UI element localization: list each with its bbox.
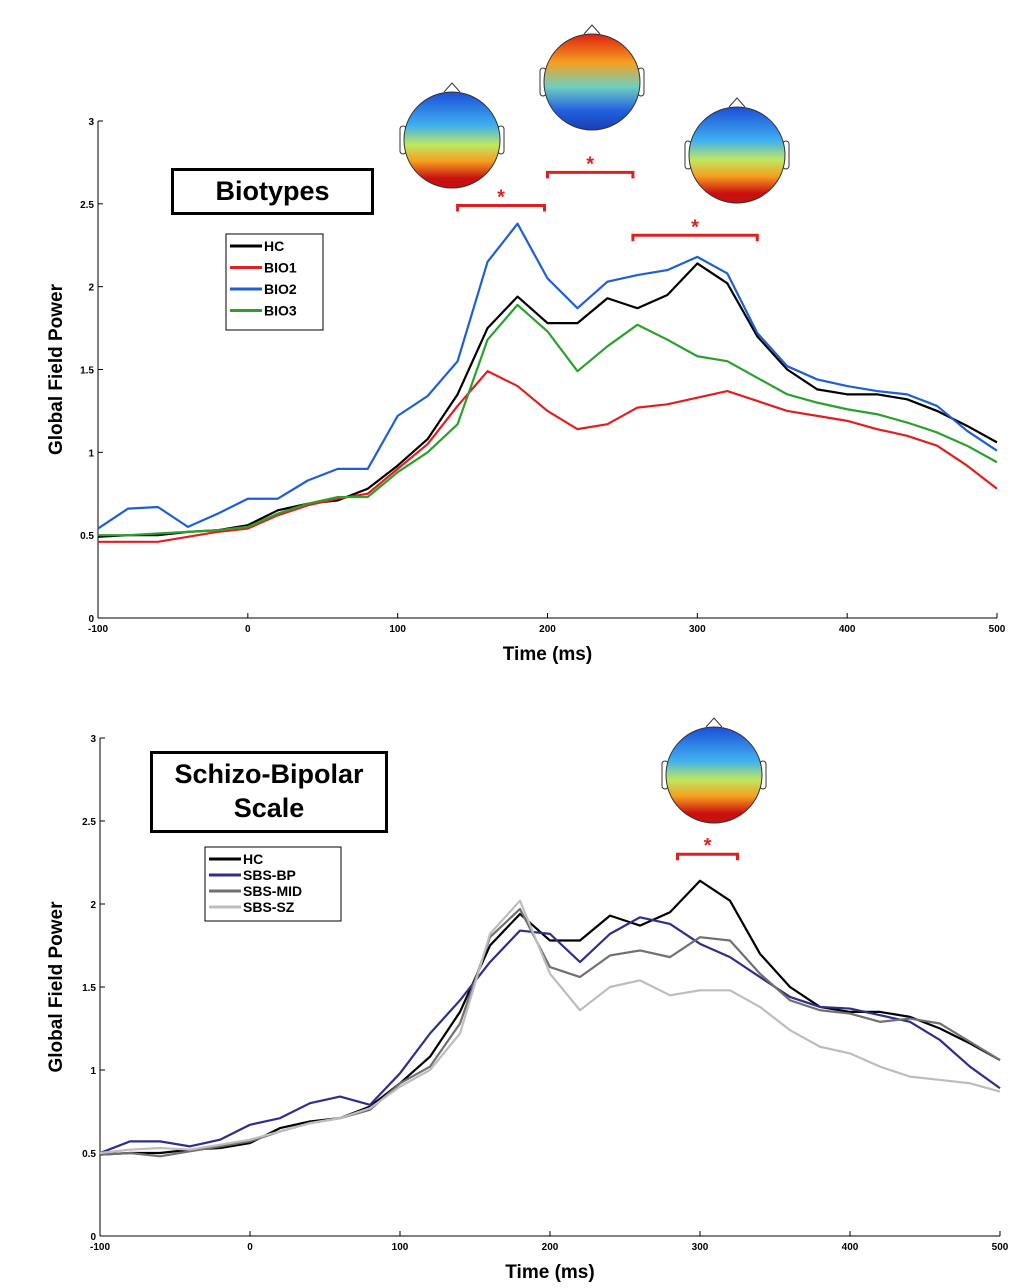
legend-label: SBS-BP (243, 867, 296, 883)
y-tick-label: 2.5 (82, 817, 96, 828)
significance-star: * (497, 186, 505, 208)
x-tick-label: 200 (539, 624, 556, 635)
series-line (97, 222, 998, 530)
x-axis-label: Time (ms) (505, 1262, 594, 1283)
significance-star: * (704, 835, 712, 857)
y-tick-label: 3 (90, 734, 96, 745)
y-tick-label: 1.5 (80, 366, 94, 377)
x-tick-label: 400 (839, 624, 856, 635)
significance-star: * (586, 153, 594, 175)
y-tick-label: 0.5 (80, 531, 94, 542)
y-tick-label: 0 (88, 614, 94, 625)
x-tick-label: 300 (689, 624, 706, 635)
series-line (99, 907, 1001, 1158)
significance-star: * (691, 216, 699, 238)
series-line (99, 899, 1001, 1155)
y-tick-label: 1.5 (82, 983, 96, 994)
topomap (539, 24, 645, 131)
x-tick-label: 500 (989, 624, 1006, 635)
series-line (99, 879, 1001, 1156)
x-tick-label: -100 (88, 624, 108, 635)
series-line (97, 262, 998, 538)
topomap (399, 82, 505, 189)
legend-label: HC (243, 851, 263, 867)
legend-label: SBS-MID (243, 883, 302, 899)
x-tick-label: 300 (692, 1242, 709, 1253)
series-line (99, 916, 1001, 1155)
legend-label: BIO3 (264, 303, 297, 319)
legend-label: HC (264, 238, 284, 254)
series-line (98, 370, 998, 543)
legend-label: BIO1 (264, 260, 297, 276)
x-tick-label: 100 (389, 624, 406, 635)
significance-bracket (631, 233, 759, 242)
y-axis-label: Global Field Power (46, 283, 67, 455)
y-tick-label: 1 (90, 1066, 96, 1077)
x-tick-label: 400 (842, 1242, 859, 1253)
x-tick-label: 100 (392, 1242, 409, 1253)
topomap (661, 717, 767, 824)
x-tick-label: 0 (247, 1242, 253, 1253)
y-tick-label: 2 (90, 900, 96, 911)
y-tick-label: 3 (88, 117, 94, 128)
significance-bracket (456, 203, 547, 212)
series-line (98, 303, 998, 537)
y-tick-label: 0 (90, 1232, 96, 1243)
x-tick-label: -100 (90, 1242, 110, 1253)
chart-title: Biotypes (171, 168, 374, 215)
y-axis-label: Global Field Power (46, 901, 67, 1073)
x-tick-label: 500 (992, 1242, 1009, 1253)
legend-box (225, 233, 324, 331)
legend-label: BIO2 (264, 281, 297, 297)
y-tick-label: 0.5 (82, 1149, 96, 1160)
y-tick-label: 1 (88, 448, 94, 459)
significance-bracket (546, 170, 635, 179)
chart-title: Schizo-Bipolar Scale (150, 751, 388, 833)
y-tick-label: 2.5 (80, 200, 94, 211)
legend-label: SBS-SZ (243, 899, 295, 915)
x-axis-label: Time (ms) (503, 644, 592, 665)
topomap (684, 97, 790, 204)
x-tick-label: 200 (542, 1242, 559, 1253)
significance-bracket (676, 852, 739, 861)
x-tick-label: 0 (245, 624, 251, 635)
y-tick-label: 2 (88, 283, 94, 294)
